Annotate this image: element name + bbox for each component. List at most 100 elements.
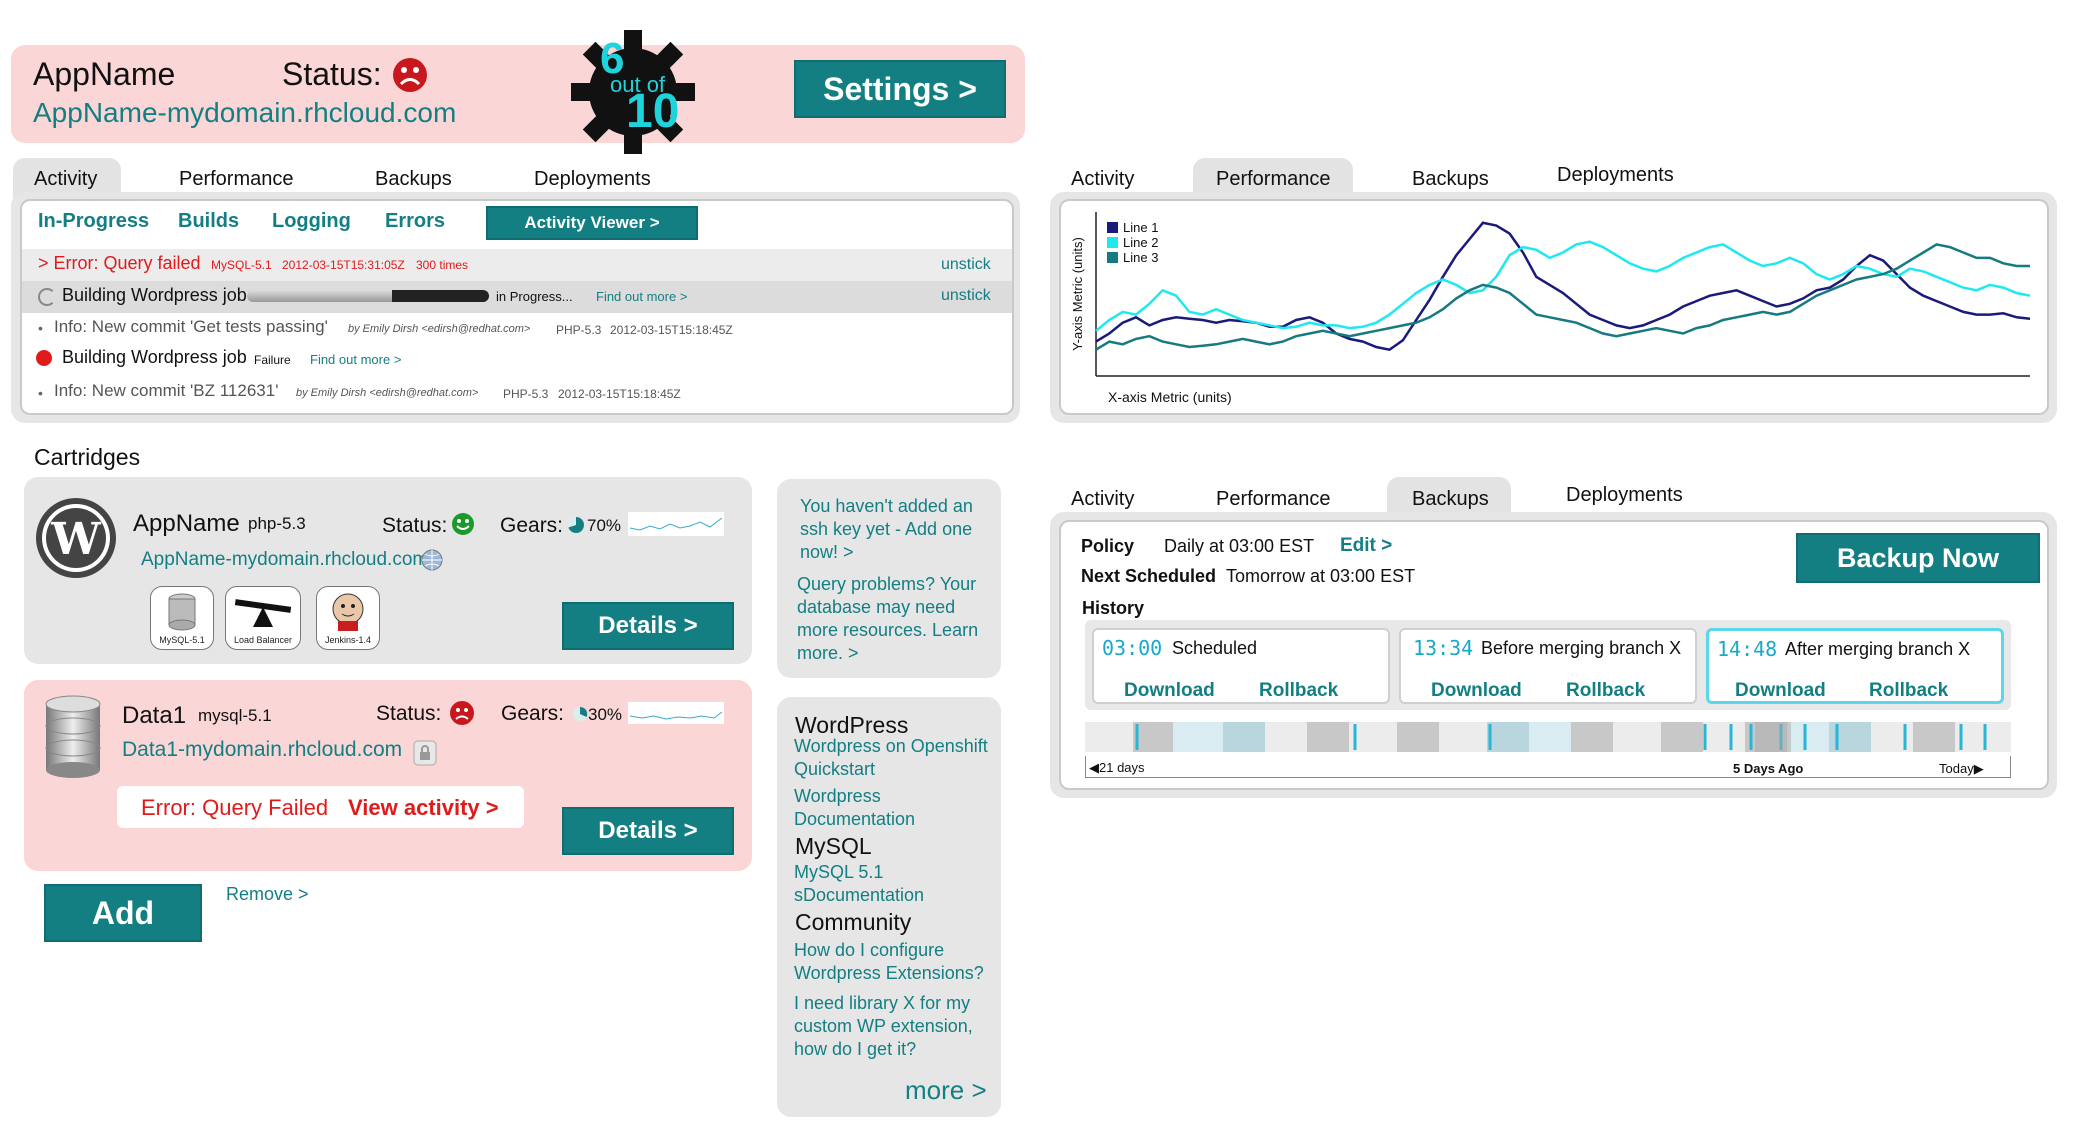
cartridges-heading: Cartridges bbox=[34, 444, 141, 470]
mysql-docs-link[interactable]: MySQL 5.1 sDocumentation bbox=[794, 862, 925, 905]
download-button-2[interactable]: Download bbox=[1431, 680, 1522, 701]
db-details-button[interactable]: Details > bbox=[562, 807, 734, 855]
backup-timeline[interactable] bbox=[1085, 722, 2011, 752]
legend-swatch-3 bbox=[1107, 252, 1118, 263]
status-label: Status: bbox=[282, 56, 382, 92]
left-arrow-icon[interactable]: ◀ bbox=[1089, 760, 1099, 775]
load-balancer-subcartridge[interactable]: Load Balancer bbox=[225, 586, 301, 650]
jenkins-subcartridge[interactable]: Jenkins-1.4 bbox=[316, 586, 380, 650]
backup-tab-backups[interactable]: Backups bbox=[1412, 488, 1489, 510]
rollback-button-3[interactable]: Rollback bbox=[1869, 680, 1949, 701]
backup-label-2: Before merging branch X bbox=[1481, 638, 1682, 658]
error-row-text[interactable]: > Error: Query failed bbox=[38, 253, 201, 273]
subcartridge-label: MySQL-5.1 bbox=[159, 635, 205, 645]
perf-tab-activity[interactable]: Activity bbox=[1071, 168, 1135, 190]
tab-backups[interactable]: Backups bbox=[375, 168, 452, 190]
backup-item-3[interactable]: 14:48 After merging branch X Download Ro… bbox=[1706, 628, 2004, 704]
edit-policy-link[interactable]: Edit > bbox=[1340, 535, 1393, 556]
download-button-1[interactable]: Download bbox=[1124, 680, 1215, 701]
legend-swatch-1 bbox=[1107, 222, 1118, 233]
y-axis-label: Y-axis Metric (units) bbox=[1070, 237, 1085, 351]
bullet-icon: • bbox=[38, 320, 43, 336]
find-out-more-link-1[interactable]: Find out more > bbox=[596, 289, 688, 304]
rollback-button-2[interactable]: Rollback bbox=[1566, 680, 1646, 701]
query-problems-tip[interactable]: Query problems? Your database may need m… bbox=[797, 574, 979, 663]
backup-tab-activity[interactable]: Activity bbox=[1071, 488, 1135, 510]
db-sparkline bbox=[628, 702, 724, 724]
backup-now-button[interactable]: Backup Now bbox=[1796, 533, 2040, 583]
gear-total: 10 bbox=[626, 85, 680, 138]
db-cartridge-url[interactable]: Data1-mydomain.rhcloud.com bbox=[122, 738, 403, 761]
commit-row-author-1: by Emily Dirsh <edirsh@redhat.com> bbox=[348, 323, 531, 335]
add-ssh-key-tip[interactable]: You haven't added an ssh key yet - Add o… bbox=[800, 496, 973, 562]
backup-label-3: After merging branch X bbox=[1785, 639, 1971, 659]
more-link[interactable]: more > bbox=[905, 1075, 987, 1105]
timeline-end-text: Today bbox=[1939, 761, 1974, 776]
unstick-link-2[interactable]: unstick bbox=[941, 287, 991, 304]
activity-row-building bbox=[22, 281, 1012, 313]
x-axis-label: X-axis Metric (units) bbox=[1108, 389, 1232, 405]
backup-item-1[interactable]: 03:00 Scheduled Download Rollback bbox=[1092, 628, 1390, 704]
db-cartridge-version: mysql-5.1 bbox=[198, 706, 272, 725]
timeline-start-label: ◀21 days bbox=[1089, 760, 1145, 776]
app-cartridge-version: php-5.3 bbox=[248, 514, 306, 533]
mysql-subcartridge[interactable]: MySQL-5.1 bbox=[150, 586, 214, 650]
backup-tab-deployments[interactable]: Deployments bbox=[1566, 484, 1683, 506]
app-gears-pct: 70% bbox=[587, 516, 622, 535]
backup-tab-performance[interactable]: Performance bbox=[1216, 488, 1331, 510]
history-label: History bbox=[1082, 598, 1145, 618]
commit-row-cart-2: PHP-5.3 bbox=[503, 387, 549, 401]
timeline-end-label: Today▶ bbox=[1939, 761, 1984, 777]
activity-viewer-button[interactable]: Activity Viewer > bbox=[486, 206, 698, 240]
failed-build-text: Building Wordpress job bbox=[62, 347, 247, 367]
subtab-builds[interactable]: Builds bbox=[178, 210, 240, 232]
sad-face-icon bbox=[449, 700, 475, 726]
add-cartridge-button[interactable]: Add bbox=[44, 884, 202, 942]
tab-deployments[interactable]: Deployments bbox=[534, 168, 651, 190]
app-details-button[interactable]: Details > bbox=[562, 602, 734, 650]
app-status-label: Status: bbox=[382, 514, 448, 537]
find-out-more-link-2[interactable]: Find out more > bbox=[310, 352, 402, 367]
building-row-text: Building Wordpress job bbox=[62, 285, 247, 305]
remove-cartridge-link[interactable]: Remove > bbox=[226, 884, 309, 904]
view-activity-link[interactable]: View activity > bbox=[348, 795, 499, 820]
wp-extensions-link[interactable]: How do I configure Wordpress Extensions? bbox=[794, 940, 984, 983]
app-cartridge-url[interactable]: AppName-mydomain.rhcloud.com bbox=[141, 549, 429, 570]
app-url-link[interactable]: AppName-mydomain.rhcloud.com bbox=[33, 97, 457, 128]
sad-face-icon bbox=[392, 57, 428, 93]
backup-item-2[interactable]: 13:34 Before merging branch X Download R… bbox=[1399, 628, 1697, 704]
subtab-logging[interactable]: Logging bbox=[272, 210, 351, 232]
perf-tab-backups[interactable]: Backups bbox=[1412, 168, 1489, 190]
tab-activity-active-bg bbox=[13, 158, 121, 198]
series-line-2 bbox=[1095, 240, 2031, 332]
subtab-in-progress[interactable]: In-Progress bbox=[38, 210, 150, 232]
legend-label-1: Line 1 bbox=[1123, 220, 1158, 235]
activity-row-error bbox=[22, 249, 1012, 281]
library-x-link[interactable]: I need library X for my custom WP extens… bbox=[794, 993, 973, 1059]
build-progress-fill bbox=[392, 290, 489, 302]
unstick-link-1[interactable]: unstick bbox=[941, 256, 991, 273]
happy-face-icon bbox=[451, 512, 475, 536]
spinner-icon bbox=[38, 288, 56, 306]
tab-performance[interactable]: Performance bbox=[179, 168, 294, 190]
perf-tab-deployments[interactable]: Deployments bbox=[1557, 164, 1674, 186]
failed-build-state: Failure bbox=[254, 353, 291, 367]
legend-swatch-2 bbox=[1107, 237, 1118, 248]
tab-activity[interactable]: Activity bbox=[34, 168, 98, 190]
wordpress-docs-link[interactable]: Wordpress Documentation bbox=[794, 786, 916, 829]
subtab-errors[interactable]: Errors bbox=[385, 210, 446, 232]
db-gears-label: Gears: bbox=[501, 702, 565, 725]
rollback-button-1[interactable]: Rollback bbox=[1259, 680, 1339, 701]
wordpress-quickstart-link[interactable]: Wordpress on Openshift Quickstart bbox=[794, 736, 988, 779]
download-button-3[interactable]: Download bbox=[1735, 680, 1826, 701]
timeline-mid-label: 5 Days Ago bbox=[1733, 761, 1804, 776]
perf-tab-performance[interactable]: Performance bbox=[1216, 168, 1331, 190]
series-line-3 bbox=[1095, 243, 2030, 351]
tab-performance-active-bg bbox=[1193, 158, 1353, 198]
policy-value: Daily at 03:00 EST bbox=[1164, 536, 1315, 556]
app-gears-pie-icon bbox=[567, 516, 585, 534]
commit-row-text-1: Info: New commit 'Get tests passing' bbox=[54, 317, 328, 336]
database-icon bbox=[42, 694, 104, 780]
right-arrow-icon[interactable]: ▶ bbox=[1973, 761, 1984, 776]
settings-button[interactable]: Settings > bbox=[794, 60, 1006, 118]
